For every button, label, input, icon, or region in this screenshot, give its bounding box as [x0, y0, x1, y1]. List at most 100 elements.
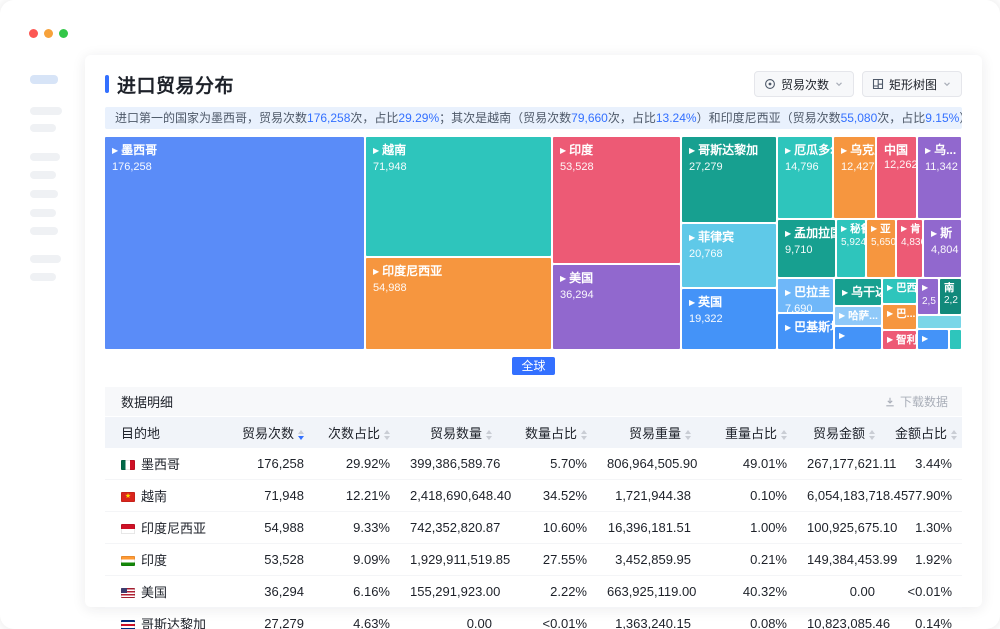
data-cell: 10,823,085.46 — [797, 607, 890, 629]
sidebar-skeleton-item — [30, 255, 61, 263]
treemap-tile-哈萨...[interactable]: ▶ 哈萨... — [835, 307, 881, 325]
treemap-root-button[interactable]: 全球 — [512, 357, 555, 375]
data-cell: 53,528 — [227, 543, 314, 576]
metric-selector-dropdown[interactable]: 贸易次数 — [753, 71, 854, 97]
close-button[interactable] — [29, 29, 38, 38]
treemap-tile[interactable] — [950, 330, 961, 349]
treemap-tile[interactable]: ▶ — [835, 327, 881, 349]
data-cell: 71,948 — [227, 479, 314, 512]
data-cell: 54,988 — [227, 511, 314, 544]
treemap-tile-哥斯达黎加[interactable]: ▶ 哥斯达黎加 27,279 — [682, 137, 776, 222]
column-label: 贸易数量 — [429, 426, 482, 441]
sort-icon — [486, 429, 492, 440]
treemap-tile-南[interactable]: 南 2,2 — [940, 279, 961, 314]
tile-value: 54,988 — [373, 282, 407, 294]
treemap-tile-厄瓜多尔[interactable]: ▶厄瓜多尔 14,796 — [778, 137, 832, 218]
treemap-tile-英国[interactable]: ▶ 英国 19,322 — [682, 289, 776, 349]
sort-icon — [685, 429, 691, 440]
treemap-tile[interactable]: ▶ 2,5 — [918, 279, 938, 314]
flag-cr-icon — [121, 620, 135, 629]
tile-value: 2,2 — [944, 295, 958, 306]
zoom-button[interactable] — [59, 29, 68, 38]
tile-label: ▶ 巴... — [887, 308, 916, 320]
data-cell: 0.10% — [701, 479, 797, 512]
download-data-button[interactable]: 下载数据 — [884, 393, 948, 410]
tile-label: ▶厄瓜多尔 — [785, 143, 832, 157]
tile-label: ▶乌干达 — [842, 285, 881, 299]
treemap-tile-巴西[interactable]: ▶ 巴西 — [883, 279, 916, 303]
data-cell: 806,964,505.90 — [597, 448, 701, 480]
treemap-tile-巴拉圭[interactable]: ▶ 巴拉圭 7,690 — [778, 279, 833, 312]
expand-arrow-icon: ▶ — [922, 334, 929, 343]
tile-label: ▶ — [922, 333, 947, 346]
expand-arrow-icon: ▶ — [839, 331, 846, 340]
chart-type-dropdown[interactable]: 矩形树图 — [861, 71, 962, 97]
treemap-tile-菲律宾[interactable]: ▶ 菲律宾 20,768 — [682, 224, 776, 287]
expand-arrow-icon: ▶ — [887, 335, 894, 344]
summary-text: 次，占比 — [877, 111, 926, 125]
expand-arrow-icon: ▶ — [887, 309, 894, 318]
table-row-印度尼西亚: 印度尼西亚 54,988 9.33% 742,352,820.87 10.60% 16,3… — [105, 511, 962, 544]
data-cell: <0.01% — [502, 607, 597, 629]
expand-arrow-icon: ▶ — [373, 267, 380, 276]
tile-value: 2,5 — [922, 296, 936, 307]
treemap-tile-印度[interactable]: ▶ 印度 53,528 — [553, 137, 680, 263]
tile-label: 中国 — [884, 143, 909, 157]
column-header-贸易数量[interactable]: 贸易数量 — [400, 417, 502, 448]
data-cell: 49.01% — [701, 448, 797, 480]
treemap-tile-孟加拉国[interactable]: ▶孟加拉国 9,710 — [778, 220, 835, 277]
treemap-tile[interactable]: ▶ — [918, 330, 948, 349]
column-header-贸易重量[interactable]: 贸易重量 — [597, 417, 701, 448]
sort-icon — [781, 429, 787, 440]
treemap-tile-斯[interactable]: ▶ 斯 4,804 — [924, 220, 961, 277]
treemap-tile-印度尼西亚[interactable]: ▶ 印度尼西亚 54,988 — [366, 258, 551, 349]
summary-text: ；其次是越南（贸易次数 — [439, 111, 572, 125]
tile-label: ▶ 肯 — [901, 223, 921, 235]
expand-arrow-icon: ▶ — [373, 146, 380, 155]
treemap-tile-智利[interactable]: ▶ 智利 — [883, 331, 916, 349]
column-header-次数占比[interactable]: 次数占比 — [314, 417, 400, 448]
expand-arrow-icon: ▶ — [689, 298, 696, 307]
minimize-button[interactable] — [44, 29, 53, 38]
column-header-贸易金额[interactable]: 贸易金额 — [797, 417, 885, 448]
treemap-tile-秘鲁[interactable]: ▶秘鲁 5,924 — [837, 220, 865, 277]
column-header-目的地: 目的地 — [105, 417, 227, 448]
data-cell: 399,386,589.76 — [400, 448, 502, 480]
sidebar-skeleton-item — [30, 107, 62, 115]
destination-cell: 越南 — [105, 479, 227, 512]
chevron-down-icon — [836, 82, 842, 87]
data-cell: 2.22% — [502, 575, 597, 608]
treemap-tile-墨西哥[interactable]: ▶ 墨西哥 176,258 — [105, 137, 364, 349]
treemap-tile-巴基斯坦[interactable]: ▶巴基斯坦 — [778, 314, 833, 349]
data-cell: 100,925,675.10 — [797, 511, 897, 544]
treemap-tile-巴...[interactable]: ▶ 巴... — [883, 305, 916, 329]
column-header-金额占比[interactable]: 金额占比 — [885, 417, 962, 448]
expand-arrow-icon: ▶ — [785, 288, 792, 297]
data-cell: 27.55% — [502, 543, 597, 576]
expand-arrow-icon: ▶ — [560, 274, 567, 283]
column-label: 数量占比 — [524, 426, 577, 441]
column-header-重量占比[interactable]: 重量占比 — [701, 417, 797, 448]
column-header-贸易次数[interactable]: 贸易次数 — [227, 417, 314, 448]
data-cell: 2,418,690,648.40 — [400, 479, 511, 512]
treemap-tile[interactable] — [918, 316, 961, 328]
column-header-数量占比[interactable]: 数量占比 — [502, 417, 597, 448]
treemap-tile-美国[interactable]: ▶ 美国 36,294 — [553, 265, 680, 349]
tile-label: ▶ 墨西哥 — [112, 143, 158, 157]
destination-cell: 美国 — [105, 575, 227, 608]
treemap-tile-中国[interactable]: 中国 12,262 — [877, 137, 916, 218]
treemap-tile-乌克兰[interactable]: ▶乌克兰 12,427 — [834, 137, 875, 218]
expand-arrow-icon: ▶ — [785, 229, 792, 238]
expand-arrow-icon: ▶ — [922, 283, 929, 292]
treemap-tile-越南[interactable]: ▶ 越南 71,948 — [366, 137, 551, 256]
destination-cell: 印度 — [105, 543, 227, 576]
treemap-tile-乌干达[interactable]: ▶乌干达 — [835, 279, 881, 305]
treemap-tile-肯[interactable]: ▶肯 4,836 — [897, 220, 922, 277]
treemap-tile-亚[interactable]: ▶ 亚 5,650 — [867, 220, 895, 277]
treemap-tile-乌...[interactable]: ▶ 乌... 11,342 — [918, 137, 961, 218]
summary-bar: 进口第一的国家为墨西哥，贸易次数176,258次，占比29.29%；其次是越南（… — [105, 107, 962, 129]
metric-circle-icon — [765, 79, 775, 89]
sort-icon — [581, 429, 587, 440]
section-title: 数据明细 — [121, 395, 174, 410]
sort-icon — [869, 429, 875, 440]
